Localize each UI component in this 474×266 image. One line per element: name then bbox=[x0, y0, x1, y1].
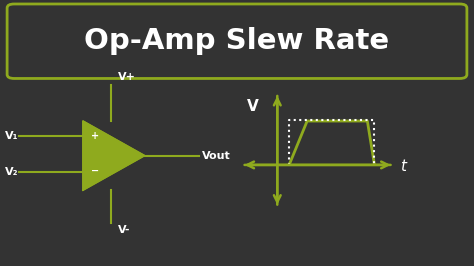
Text: Vout: Vout bbox=[201, 151, 230, 161]
Text: V: V bbox=[246, 99, 258, 114]
Text: −: − bbox=[91, 166, 100, 176]
Text: V₂: V₂ bbox=[5, 167, 18, 177]
Text: +: + bbox=[91, 131, 100, 141]
Text: V₁: V₁ bbox=[5, 131, 18, 141]
FancyBboxPatch shape bbox=[7, 4, 467, 78]
Polygon shape bbox=[83, 121, 145, 190]
Text: t: t bbox=[401, 159, 407, 174]
Text: Op-Amp Slew Rate: Op-Amp Slew Rate bbox=[84, 27, 390, 55]
Text: V+: V+ bbox=[118, 72, 136, 82]
Text: V-: V- bbox=[118, 225, 130, 235]
